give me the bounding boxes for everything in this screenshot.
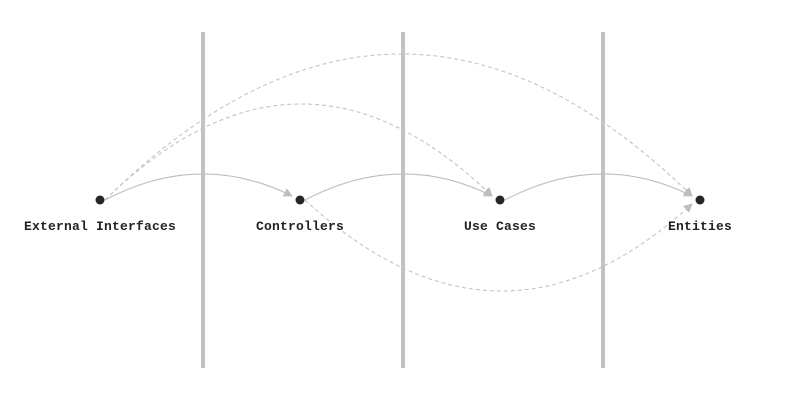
node-entities: Entities xyxy=(668,195,732,234)
node-controllers: Controllers xyxy=(256,195,344,234)
node-external-interfaces: External Interfaces xyxy=(24,195,176,234)
node-use-cases: Use Cases xyxy=(464,195,536,234)
edge-usecases-to-entities xyxy=(504,173,693,201)
edge-external-to-entities xyxy=(104,53,693,201)
node-label-external-interfaces: External Interfaces xyxy=(24,219,176,234)
node-dot-use-cases xyxy=(495,195,505,205)
edge-external-to-controllers xyxy=(104,173,293,201)
node-label-use-cases: Use Cases xyxy=(464,219,536,234)
node-label-entities: Entities xyxy=(668,219,732,234)
layer-nodes: External Interfaces Controllers Use Case… xyxy=(24,195,732,234)
node-label-controllers: Controllers xyxy=(256,219,344,234)
node-dot-entities xyxy=(695,195,705,205)
edge-controllers-to-entities xyxy=(304,199,693,292)
node-dot-controllers xyxy=(295,195,305,205)
edge-controllers-to-usecases xyxy=(304,173,493,201)
edge-external-to-usecases xyxy=(104,103,493,201)
node-dot-external-interfaces xyxy=(95,195,105,205)
dependency-edges xyxy=(104,53,693,292)
layer-dividers xyxy=(201,32,605,368)
